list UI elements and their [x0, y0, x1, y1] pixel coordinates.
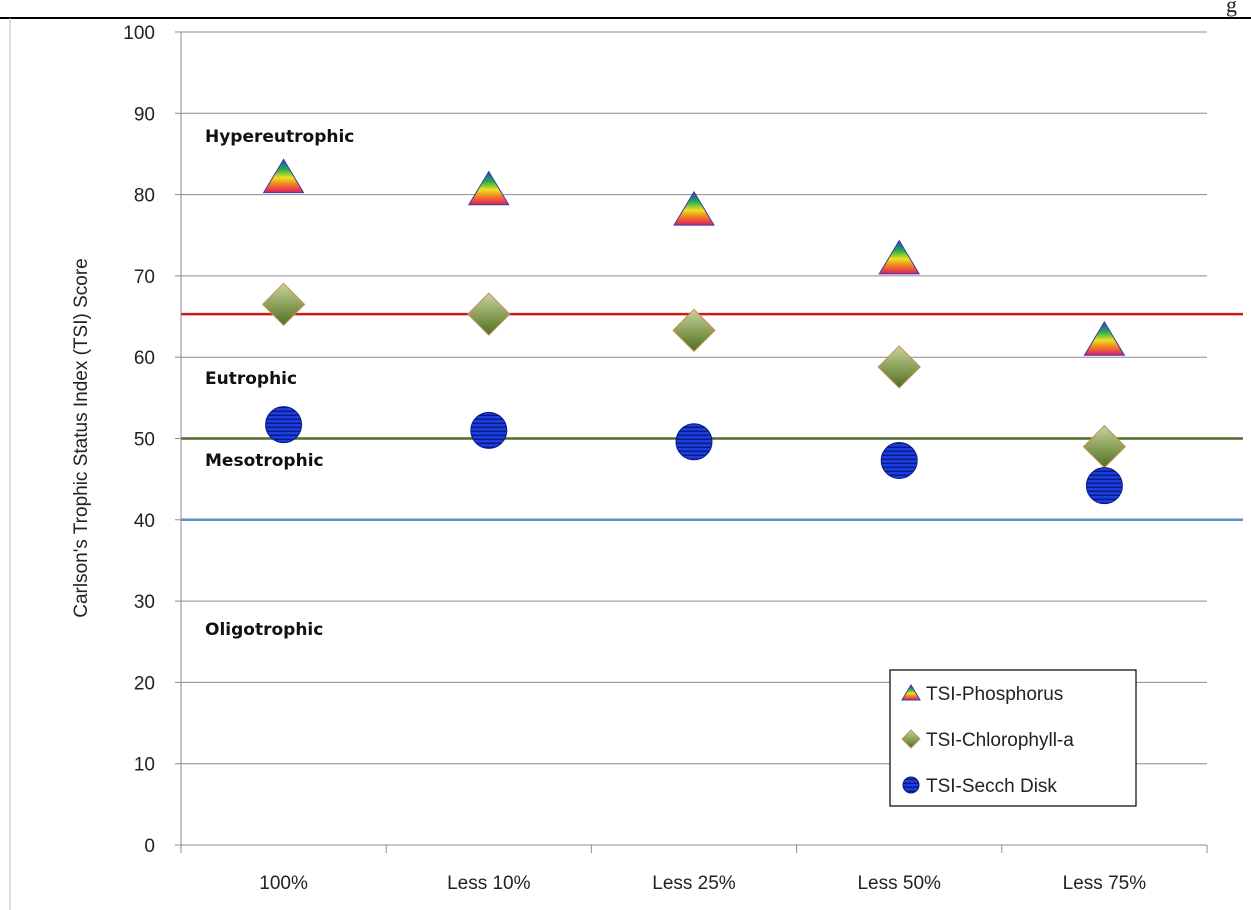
- legend-marker-triangle: [901, 684, 921, 701]
- point-diamond-2: [672, 308, 716, 353]
- y-tick-label-8: 80: [134, 186, 155, 207]
- point-circle-1: [470, 411, 508, 449]
- point-triangle-2: [673, 190, 715, 226]
- point-triangle-1: [467, 170, 510, 206]
- point-circle-4: [1085, 467, 1123, 505]
- point-diamond-4: [1082, 424, 1127, 469]
- legend-entry-0: TSI-Phosphorus: [926, 684, 1063, 705]
- y-tick-label-2: 20: [134, 673, 155, 694]
- zone-label-mesotrophic: Mesotrophic: [205, 451, 324, 471]
- y-tick-label-5: 50: [134, 430, 155, 451]
- y-tick-label-10: 100: [123, 23, 155, 44]
- point-diamond-0: [261, 282, 306, 327]
- point-triangle-4: [1083, 320, 1126, 356]
- zone-label-hypereutrophic: Hypereutrophic: [205, 127, 354, 147]
- y-tick-label-6: 60: [134, 348, 155, 369]
- x-tick-label-1: Less 10%: [447, 873, 531, 894]
- y-tick-label-3: 30: [134, 592, 155, 613]
- point-triangle-3: [878, 239, 921, 275]
- legend-entry-1: TSI-Chlorophyll-a: [926, 730, 1074, 751]
- x-tick-label-3: Less 50%: [857, 873, 941, 894]
- point-circle-3: [880, 441, 918, 479]
- axes: [180, 32, 1208, 853]
- x-tick-labels: 100% Less 10% Less 25% Less 50% Less 75%: [259, 873, 1146, 894]
- x-tick-label-4: Less 75%: [1063, 873, 1147, 894]
- page-corner-text: g: [1226, 0, 1237, 17]
- y-tick-label-0: 0: [144, 836, 155, 857]
- y-tick-label-9: 90: [134, 104, 155, 125]
- y-axis-label: Carlson's Trophic Status Index (TSI) Sco…: [71, 258, 92, 618]
- y-tick-label-4: 40: [134, 511, 155, 532]
- point-diamond-3: [877, 345, 921, 389]
- y-tick-label-7: 70: [134, 267, 155, 288]
- point-triangle-0: [262, 158, 305, 194]
- y-tick-label-1: 10: [134, 755, 155, 776]
- zone-label-eutrophic: Eutrophic: [205, 369, 297, 389]
- legend-box: [889, 669, 1137, 807]
- y-tick-labels: 0 10 20 30 40 50 60 70 80 90 100: [123, 23, 155, 857]
- legend: TSI-Phosphorus TSI-Chlorophyll-a TSI-Secch…: [889, 669, 1137, 807]
- threshold-lines: [181, 312, 1243, 522]
- point-circle-0: [265, 406, 303, 444]
- x-tick-label-0: 100%: [259, 873, 308, 894]
- legend-entry-2: TSI-Secch Disk: [926, 776, 1057, 797]
- point-circle-2: [675, 423, 713, 461]
- x-tick-label-2: Less 25%: [652, 873, 736, 894]
- zone-labels: Hypereutrophic Eutrophic Mesotrophic Oligot…: [205, 127, 354, 640]
- zone-label-oligotrophic: Oligotrophic: [205, 620, 323, 640]
- legend-marker-diamond: [901, 729, 921, 749]
- point-diamond-1: [467, 292, 511, 336]
- legend-marker-circle: [902, 776, 920, 794]
- data-points: [261, 158, 1127, 505]
